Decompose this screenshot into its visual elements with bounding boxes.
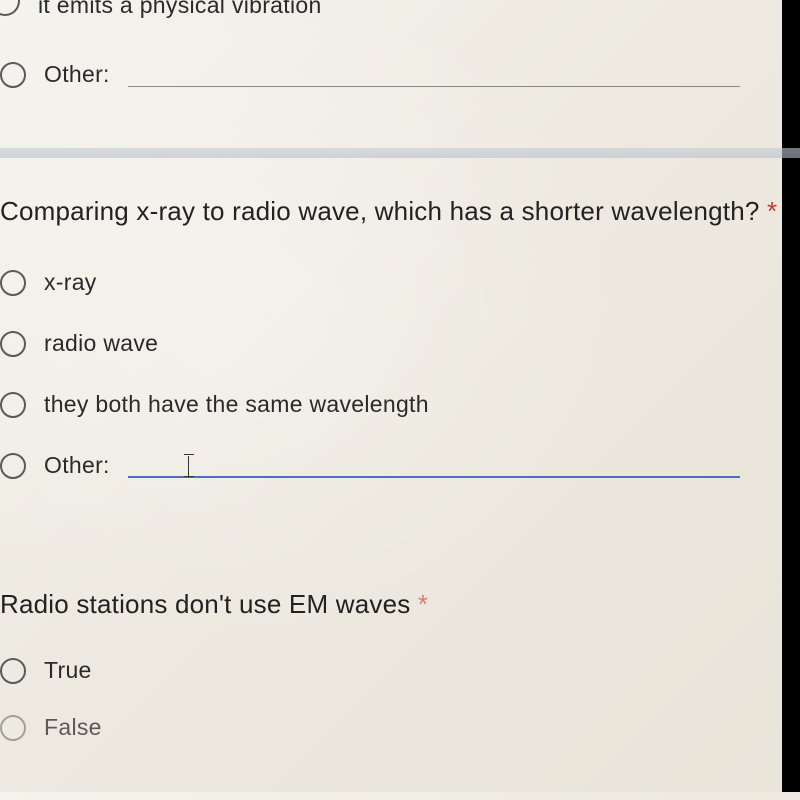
- radio-icon[interactable]: [0, 0, 20, 16]
- option-row[interactable]: x-ray: [0, 257, 780, 308]
- radio-icon[interactable]: [0, 331, 26, 357]
- option-label: radio wave: [44, 330, 158, 357]
- question-text: Comparing x-ray to radio wave, which has…: [0, 196, 760, 226]
- option-label: it emits a physical vibration: [38, 0, 322, 19]
- option-label: True: [44, 657, 92, 684]
- question-title: Comparing x-ray to radio wave, which has…: [0, 188, 780, 257]
- option-label: False: [44, 714, 102, 741]
- radio-icon[interactable]: [0, 715, 26, 741]
- question-block-2: Comparing x-ray to radio wave, which has…: [0, 188, 800, 521]
- text-cursor-icon: [188, 454, 190, 480]
- radio-icon[interactable]: [0, 392, 26, 418]
- option-row-other[interactable]: Other:: [0, 49, 780, 100]
- option-row[interactable]: they both have the same wavelength: [0, 379, 780, 430]
- question-title: Radio stations don't use EM waves *: [0, 581, 780, 645]
- required-asterisk: *: [418, 589, 428, 619]
- option-row-other[interactable]: Other:: [0, 440, 780, 491]
- section-divider: [0, 148, 800, 158]
- option-row[interactable]: False: [0, 702, 780, 753]
- question-block-3: Radio stations don't use EM waves * True…: [0, 561, 800, 783]
- option-label: x-ray: [44, 269, 97, 296]
- option-label: Other:: [44, 61, 110, 88]
- radio-icon[interactable]: [0, 270, 26, 296]
- option-label: Other:: [44, 452, 110, 479]
- option-label: they both have the same wavelength: [44, 391, 429, 418]
- option-row[interactable]: True: [0, 645, 780, 696]
- required-asterisk: *: [767, 196, 777, 226]
- other-input[interactable]: [128, 63, 740, 87]
- other-input[interactable]: [128, 454, 740, 478]
- question-text: Radio stations don't use EM waves: [0, 589, 410, 619]
- radio-icon[interactable]: [0, 658, 26, 684]
- radio-icon[interactable]: [0, 453, 26, 479]
- question-block-1: it emits a physical vibration Other:: [0, 0, 800, 130]
- radio-icon[interactable]: [0, 62, 26, 88]
- option-row[interactable]: it emits a physical vibration: [0, 0, 780, 31]
- option-row[interactable]: radio wave: [0, 318, 780, 369]
